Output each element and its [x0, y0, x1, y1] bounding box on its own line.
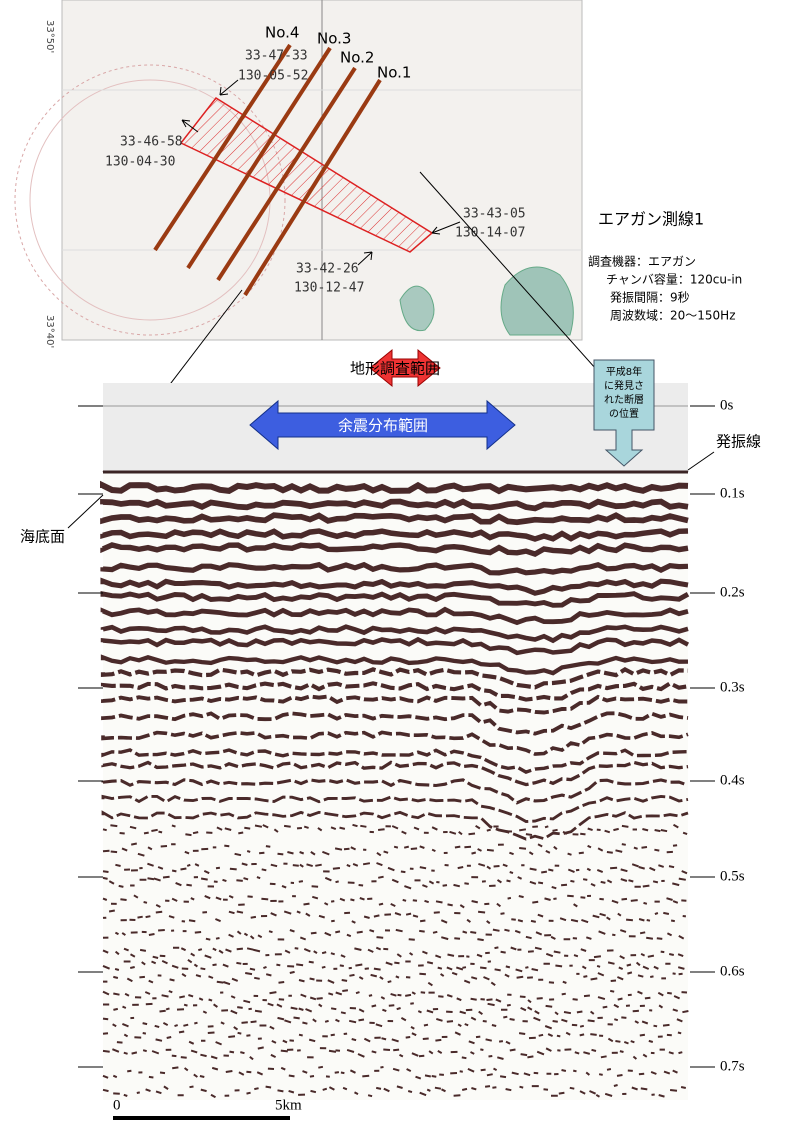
time-label: 0.5s [720, 868, 745, 884]
coordinate: 130-05-52 [238, 69, 308, 84]
coordinate: 130-04-30 [105, 155, 175, 170]
scale-label: 5km [275, 1097, 302, 1113]
time-label: 0.2s [720, 584, 745, 600]
callout-line [68, 495, 103, 528]
legend-item: 発振間隔：9秒 [610, 291, 690, 305]
legend-item: チャンバ容量：120cu-in [606, 272, 742, 287]
coordinate: 33-42-26 [296, 262, 359, 277]
fault-note: に発見さ [604, 379, 644, 392]
coordinate: 130-14-07 [455, 226, 525, 241]
latitude-label: 33°40' [44, 315, 55, 348]
range-label: 余震分布範囲 [338, 417, 428, 435]
coordinate: 130-12-47 [294, 281, 364, 296]
line-label: No.2 [340, 49, 374, 67]
time-label: 0.6s [720, 963, 745, 979]
time-label: 0.4s [720, 772, 745, 788]
legend-item: 調査機器：エアガン [588, 254, 696, 269]
time-label: 0s [720, 397, 734, 413]
legend-item: 周波数域：20～150Hz [610, 308, 736, 323]
latitude-label: 33°50' [44, 20, 55, 53]
line-label: No.1 [377, 64, 411, 82]
seismic-profile [103, 383, 688, 1100]
coordinate: 33-47-33 [245, 49, 308, 64]
time-label: 0.7s [720, 1058, 745, 1074]
coordinate: 33-43-05 [463, 207, 526, 222]
fault-note: れた断層 [604, 393, 644, 406]
figure: 33°50' 33°40' No.4 No.3 No.2 No.1 33-47-… [0, 0, 789, 1127]
time-label: 0.3s [720, 679, 745, 695]
callout-line [688, 452, 714, 470]
line-label: No.4 [265, 24, 299, 42]
legend-title: エアガン測線1 [598, 210, 704, 229]
shot-line-label: 発振線 [716, 433, 761, 451]
fault-note: 平成8年 [606, 365, 642, 378]
line-label: No.3 [317, 30, 351, 48]
time-label: 0.1s [720, 485, 745, 501]
map: 33°50' 33°40' No.4 No.3 No.2 No.1 33-47-… [15, 0, 582, 348]
scale-label: 0 [113, 1097, 121, 1113]
fault-note: の位置 [609, 407, 639, 420]
seabed-label: 海底面 [20, 528, 65, 546]
coordinate: 33-46-58 [120, 135, 183, 150]
range-label: 地形調査範囲 [350, 360, 440, 378]
